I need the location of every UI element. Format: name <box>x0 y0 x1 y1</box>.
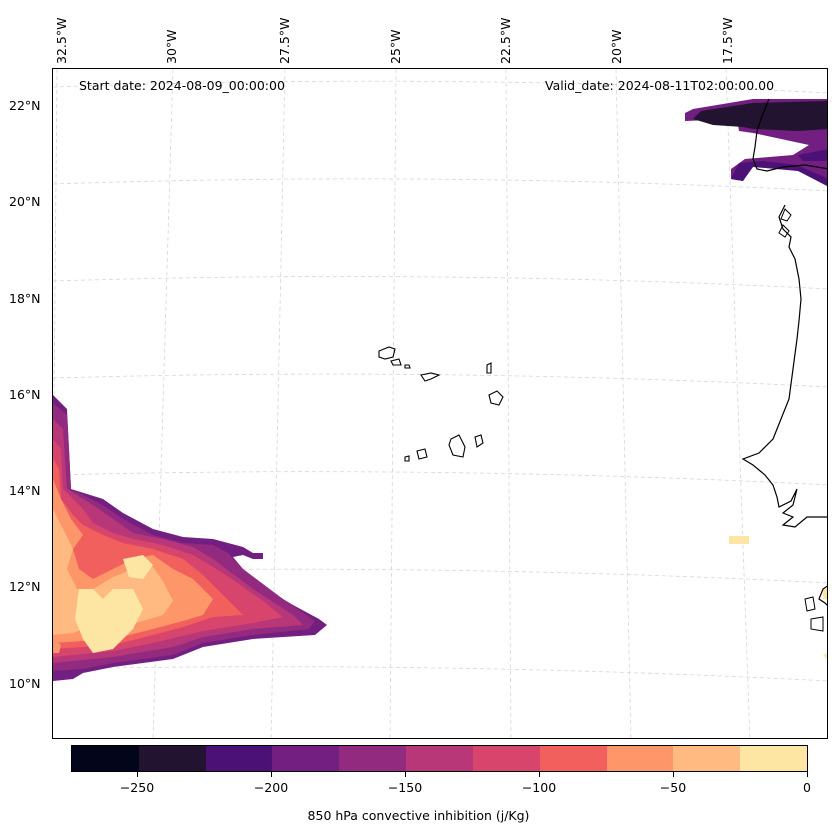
start-date-annotation: Start date: 2024-08-09_00:00:00 <box>79 78 285 93</box>
island-sal <box>486 362 492 374</box>
lon-label-27-5w: 27.5°W <box>277 17 292 64</box>
cin-region-southwest <box>53 395 327 681</box>
island-boa-vista <box>488 390 504 406</box>
island-santiago <box>448 434 466 458</box>
island-fogo <box>416 448 428 460</box>
colorbar-tick-label: −250 <box>119 780 155 795</box>
colorbar-tick-label: −150 <box>387 780 423 795</box>
map-canvas <box>53 69 827 738</box>
colorbar-swatch-4 <box>339 746 407 771</box>
colorbar-tick <box>405 772 406 777</box>
colorbar-swatch-1 <box>138 746 206 771</box>
colorbar-tick <box>539 772 540 777</box>
colorbar-swatch-8 <box>606 746 674 771</box>
graticule <box>53 69 827 738</box>
island-maio <box>474 434 484 448</box>
colorbar-swatch-6 <box>472 746 540 771</box>
coastline-west-africa <box>741 98 827 606</box>
cin-patch-coast-south-2 <box>823 653 827 659</box>
colorbar-tick <box>137 772 138 777</box>
lon-label-32-5w: 32.5°W <box>54 17 69 64</box>
colorbar-swatch-2 <box>205 746 273 771</box>
colorbar-swatch-10 <box>740 746 807 771</box>
cin-patch-coast <box>729 536 749 544</box>
valid-date-annotation: Valid_date: 2024-08-11T02:00:00.00 <box>545 78 775 93</box>
lat-label-22n: 22°N <box>9 98 41 113</box>
lat-label-12n: 12°N <box>9 579 41 594</box>
lat-label-16n: 16°N <box>9 387 41 402</box>
colorbar-swatch-5 <box>406 746 473 771</box>
lon-label-22-5w: 22.5°W <box>498 17 513 64</box>
colorbar-swatch-3 <box>272 746 340 771</box>
colorbar <box>71 745 808 772</box>
lon-label-17-5w: 17.5°W <box>720 17 735 64</box>
colorbar-tick-label: −100 <box>521 780 557 795</box>
colorbar-tick-label: 0 <box>803 780 811 795</box>
lat-label-14n: 14°N <box>9 483 41 498</box>
island-sao-vicente <box>390 358 402 366</box>
island-santo-antao <box>378 346 396 360</box>
colorbar-tick-label: −50 <box>659 780 687 795</box>
colorbar-swatch-7 <box>539 746 607 771</box>
colorbar-label: 850 hPa convective inhibition (j/Kg) <box>307 808 530 823</box>
coastline-bijagos-islands <box>804 596 824 632</box>
colorbar-tick <box>271 772 272 777</box>
lat-label-18n: 18°N <box>9 291 41 306</box>
lon-label-20w: 20°W <box>609 29 624 64</box>
lat-label-20n: 20°N <box>9 194 41 209</box>
colorbar-tick <box>673 772 674 777</box>
colorbar-tick-label: −200 <box>253 780 289 795</box>
lon-label-30w: 30°W <box>164 29 179 64</box>
island-santa-luzia <box>404 364 411 369</box>
colorbar-swatch-0 <box>72 746 139 771</box>
cin-patch-coast-south <box>823 587 827 599</box>
cin-region-northeast <box>685 99 827 186</box>
island-brava <box>404 455 410 462</box>
map-panel <box>52 68 828 739</box>
coastline-bissagos <box>778 208 792 238</box>
island-sao-nicolau <box>420 372 441 382</box>
colorbar-tick <box>807 772 808 777</box>
lat-label-10n: 10°N <box>9 676 41 691</box>
cape-verde-islands <box>378 346 504 462</box>
colorbar-swatch-9 <box>673 746 741 771</box>
lon-label-25w: 25°W <box>388 29 403 64</box>
